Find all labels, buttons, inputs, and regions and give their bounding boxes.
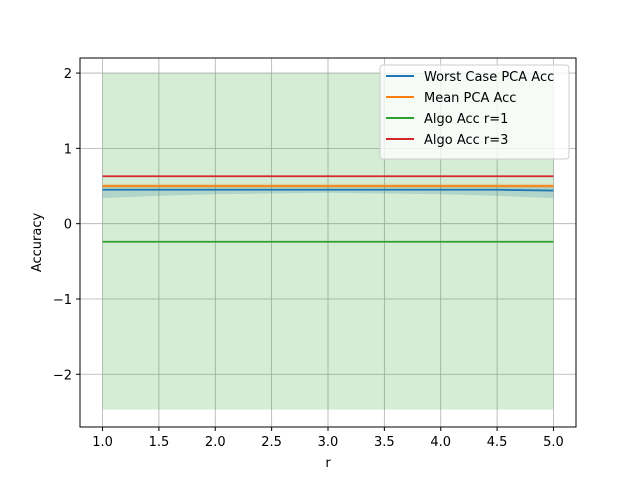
x-tick-label: 1.5 xyxy=(149,435,170,450)
x-tick-label: 4.5 xyxy=(487,435,508,450)
x-tick-label: 5.0 xyxy=(543,435,564,450)
legend-box xyxy=(379,64,570,160)
x-axis-label: r xyxy=(325,456,331,471)
legend-label-mean-pca-acc: Mean PCA Acc xyxy=(424,91,516,106)
x-tick-label: 2.0 xyxy=(205,435,226,450)
y-tick-label: 1 xyxy=(64,142,72,157)
y-tick-label: −1 xyxy=(53,293,72,308)
y-tick-label: 0 xyxy=(64,218,72,233)
x-tick-label: 3.5 xyxy=(374,435,395,450)
y-tick-label: 2 xyxy=(64,67,72,82)
x-tick-label: 2.5 xyxy=(261,435,282,450)
series-lines xyxy=(102,175,554,243)
x-tick-label: 4.0 xyxy=(430,435,451,450)
line-worst-case-pca-acc xyxy=(102,188,554,192)
axis-ticks: 1.0 1.5 2.0 2.5 3.0 3.5 4.0 4.5 5.0 −2 −1 0 1 2 xyxy=(53,67,564,450)
legend-label-algo-acc-r-3: Algo Acc r=3 xyxy=(424,133,508,148)
y-axis-label: Accuracy xyxy=(30,213,45,273)
legend-label-algo-acc-r-1: Algo Acc r=1 xyxy=(424,112,508,127)
x-tick-label: 1.0 xyxy=(92,435,113,450)
legend-label-worst-case-pca-acc: Worst Case PCA Acc xyxy=(424,70,554,85)
y-tick-label: −2 xyxy=(53,368,72,383)
x-tick-label: 3.0 xyxy=(318,435,339,450)
legend: Worst Case PCA Acc Mean PCA Acc Algo Acc r… xyxy=(379,64,570,160)
